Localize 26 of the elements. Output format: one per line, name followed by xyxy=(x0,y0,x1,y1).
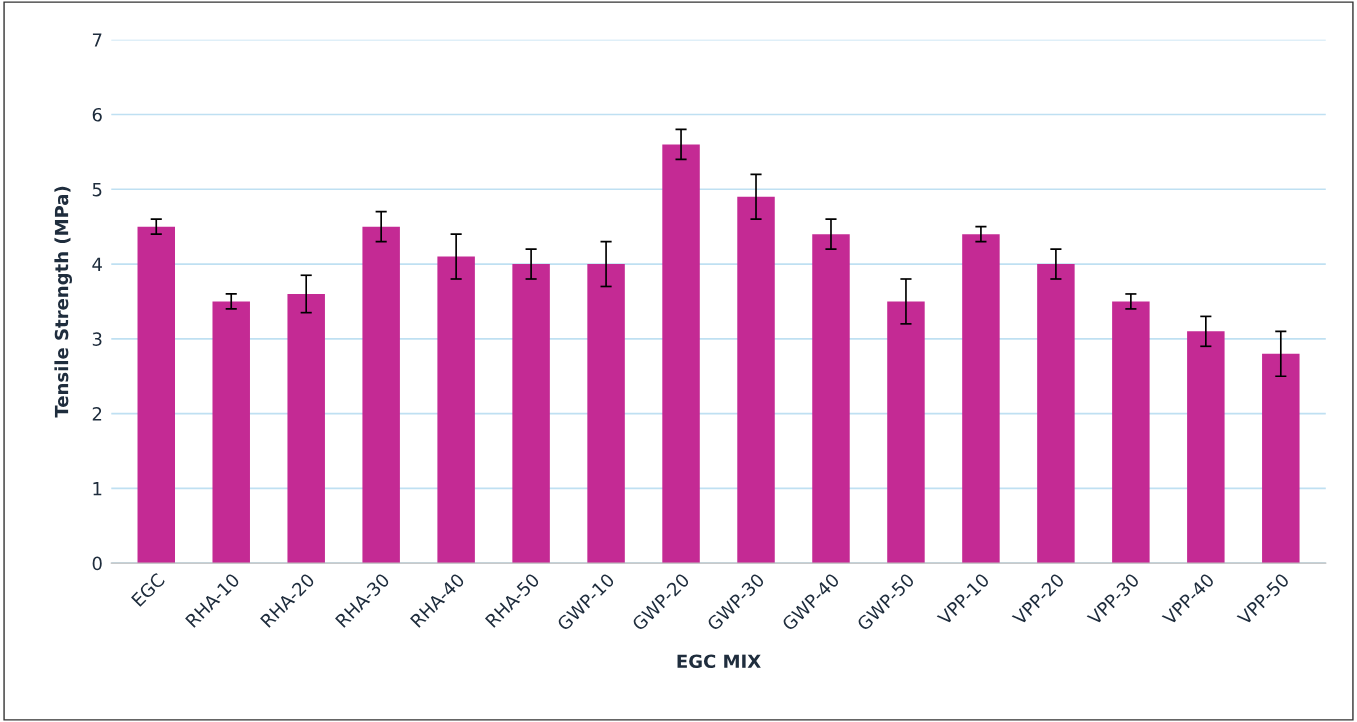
bar xyxy=(137,226,175,564)
bar xyxy=(437,256,475,564)
bar xyxy=(1187,331,1225,564)
bar xyxy=(887,301,925,564)
y-tick-label: 4 xyxy=(92,257,102,271)
y-axis-title: Tensile Strength (MPa) xyxy=(54,186,73,418)
bar xyxy=(962,234,1000,564)
y-tick-label: 6 xyxy=(92,107,102,122)
bar xyxy=(212,301,250,564)
y-tick-label: 7 xyxy=(92,33,102,47)
x-axis-title: EGC MIX xyxy=(677,654,761,669)
bar xyxy=(587,264,625,564)
bar xyxy=(362,226,400,564)
bar xyxy=(1262,353,1300,564)
y-tick-label: 0 xyxy=(92,556,102,571)
bar xyxy=(287,293,325,564)
y-tick-label: 5 xyxy=(92,182,102,197)
bar xyxy=(1037,264,1075,564)
bar xyxy=(1112,301,1150,564)
y-tick-label: 2 xyxy=(92,407,102,421)
bar xyxy=(812,234,850,564)
y-tick-label: 3 xyxy=(92,332,102,346)
y-tick-label: 1 xyxy=(93,482,102,496)
bar xyxy=(662,144,700,564)
bar xyxy=(512,264,550,564)
bar xyxy=(737,196,775,564)
